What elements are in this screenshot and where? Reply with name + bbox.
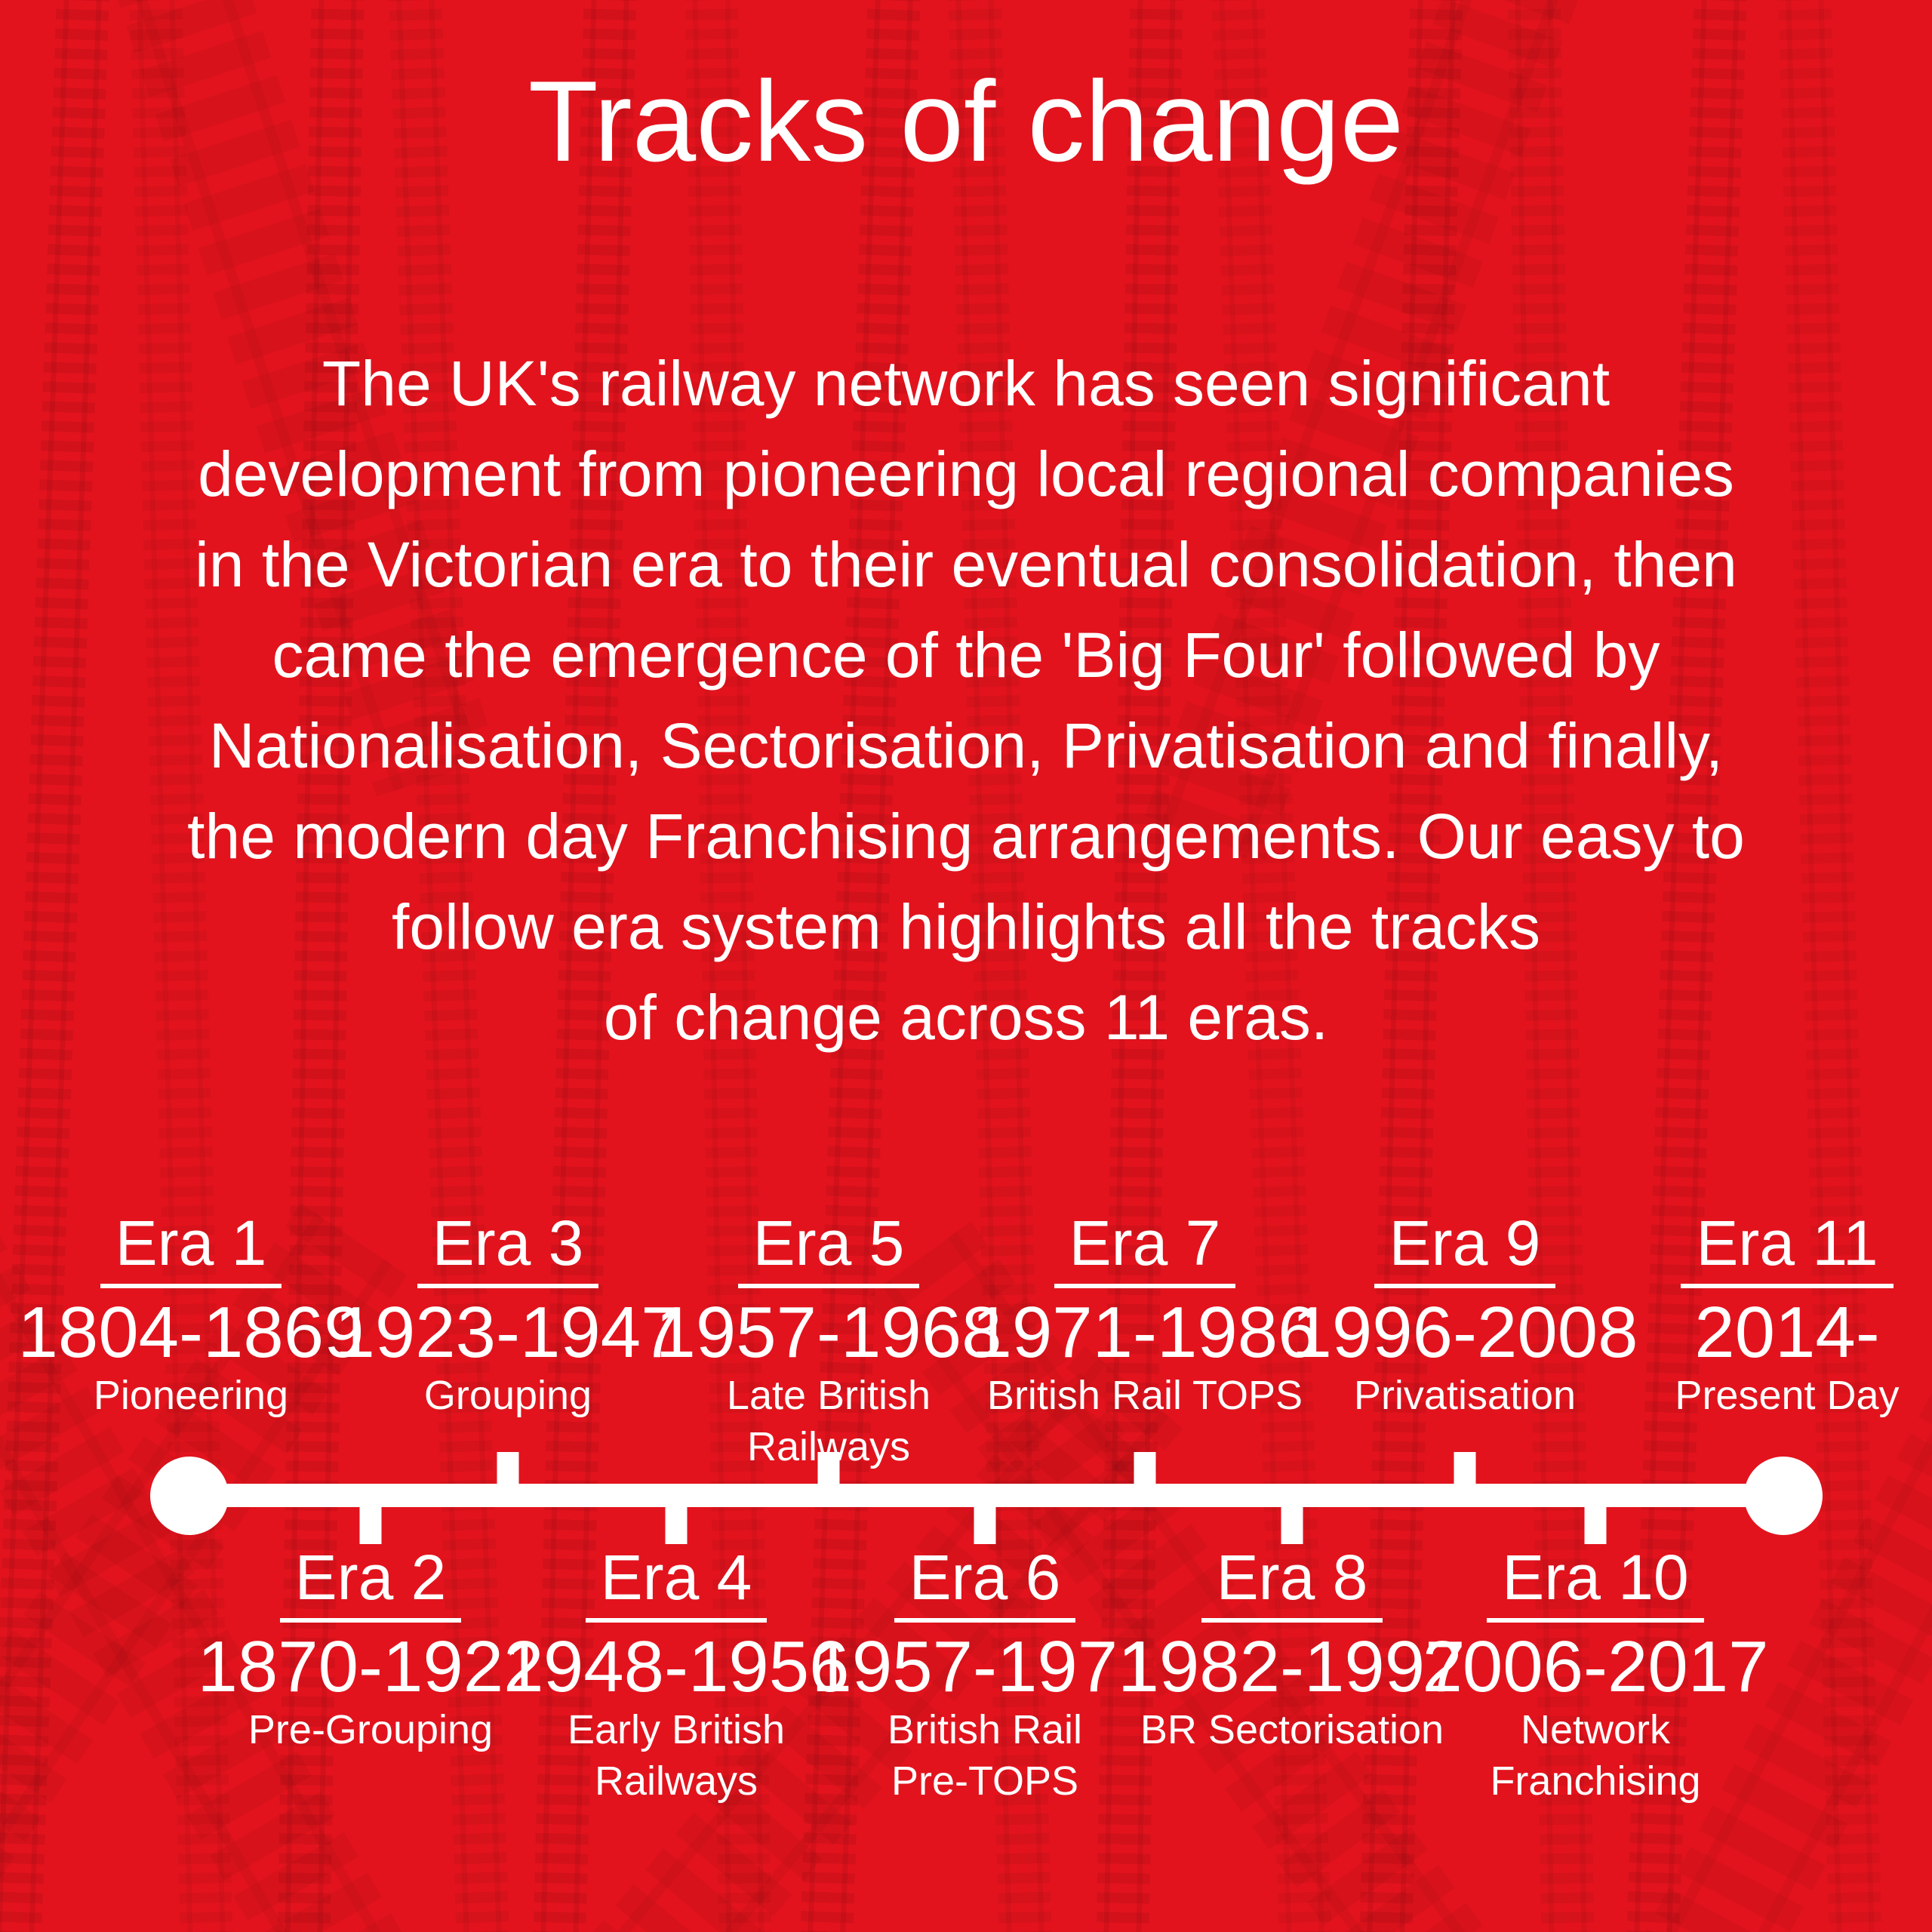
era-3-group: Era 3 1923-1947 Grouping — [327, 1211, 689, 1421]
era-8-years: 1982-1997 — [1118, 1626, 1466, 1707]
era-2-name: Pre-Grouping — [248, 1707, 494, 1752]
era-3-tick — [497, 1452, 519, 1497]
timeline-endpoint-left-dot — [150, 1457, 229, 1535]
era-2-group: Era 2 1870-1922 Pre-Grouping — [189, 1546, 552, 1755]
era-11-label: Era 11 — [1681, 1211, 1894, 1288]
era-6-tick — [974, 1496, 996, 1544]
era-3-name: Grouping — [423, 1373, 592, 1418]
era-6-years: 1957-1971 — [811, 1626, 1158, 1707]
era-10-label: Era 10 — [1487, 1546, 1704, 1623]
era-9-name: Privatisation — [1353, 1373, 1577, 1418]
era-11-name: Present Day — [1675, 1373, 1900, 1418]
era-9-label: Era 9 — [1374, 1211, 1556, 1288]
era-3-years: 1923-1947 — [334, 1292, 681, 1373]
era-8-name: BR Sectorisation — [1140, 1707, 1444, 1752]
era-8-label: Era 8 — [1201, 1546, 1383, 1623]
era-4-group: Era 4 1948-1956 Early British Railways — [495, 1546, 857, 1807]
era-10-tick — [1584, 1496, 1607, 1544]
era-10-name: Network Franchising — [1490, 1707, 1701, 1804]
era-2-label: Era 2 — [279, 1546, 462, 1623]
era-2-tick — [359, 1496, 382, 1544]
era-1-years: 1804-1869 — [17, 1292, 365, 1373]
era-4-tick — [665, 1496, 688, 1544]
era-8-group: Era 8 1982-1997 BR Sectorisation — [1111, 1546, 1473, 1755]
era-4-years: 1948-1956 — [503, 1626, 850, 1707]
era-7-years: 1971-1986 — [971, 1292, 1318, 1373]
era-4-name: Early British Railways — [567, 1707, 786, 1804]
era-7-group: Era 7 1971-1986 British Rail TOPS — [964, 1211, 1326, 1421]
era-2-years: 1870-1922 — [197, 1626, 544, 1707]
era-10-years: 2006-2017 — [1422, 1626, 1769, 1707]
era-5-name: Late British Railways — [726, 1373, 931, 1469]
era-1-label: Era 1 — [100, 1211, 282, 1288]
era-1-name: Pioneering — [93, 1373, 289, 1418]
era-9-group: Era 9 1996-2008 Privatisation — [1284, 1211, 1646, 1421]
timeline-endpoint-right-dot — [1744, 1457, 1823, 1535]
era-4-label: Era 4 — [585, 1546, 768, 1623]
era-7-label: Era 7 — [1054, 1211, 1236, 1288]
era-5-label: Era 5 — [737, 1211, 920, 1288]
era-6-group: Era 6 1957-1971 British Rail Pre-TOPS — [804, 1546, 1166, 1807]
era-5-group: Era 5 1957-1968 Late British Railways — [648, 1211, 1010, 1472]
page-title: Tracks of change — [528, 57, 1404, 186]
era-8-tick — [1281, 1496, 1303, 1544]
era-6-label: Era 6 — [894, 1546, 1076, 1623]
intro-paragraph: The UK's railway network has seen signif… — [187, 348, 1745, 1053]
era-5-years: 1957-1968 — [655, 1292, 1002, 1373]
era-11-years: 2014- — [1694, 1292, 1880, 1373]
era-1-group: Era 1 1804-1869 Pioneering — [10, 1211, 372, 1421]
era-7-name: British Rail TOPS — [986, 1373, 1303, 1418]
era-7-tick — [1134, 1452, 1156, 1497]
era-11-group: Era 11 2014- Present Day — [1606, 1211, 1932, 1421]
era-10-group: Era 10 2006-2017 Network Franchising — [1414, 1546, 1777, 1807]
era-9-tick — [1454, 1452, 1476, 1497]
era-9-years: 1996-2008 — [1291, 1292, 1638, 1373]
era-5-tick — [817, 1452, 840, 1497]
era-6-name: British Rail Pre-TOPS — [887, 1707, 1083, 1804]
era-3-label: Era 3 — [417, 1211, 599, 1288]
